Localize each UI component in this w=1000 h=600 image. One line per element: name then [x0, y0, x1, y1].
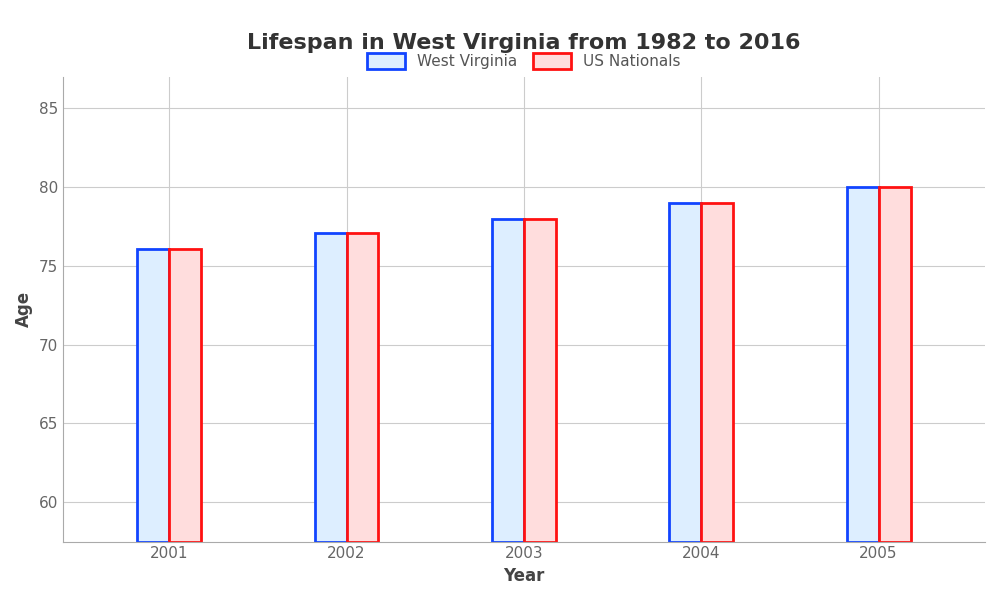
Bar — [879, 187, 911, 542]
Legend: West Virginia, US Nationals: West Virginia, US Nationals — [361, 47, 687, 76]
Bar — [169, 248, 201, 542]
Bar — [524, 218, 556, 542]
Bar — [847, 187, 879, 542]
X-axis label: Year: Year — [503, 567, 545, 585]
Bar — [347, 233, 378, 542]
Bar — [669, 203, 701, 542]
Title: Lifespan in West Virginia from 1982 to 2016: Lifespan in West Virginia from 1982 to 2… — [247, 33, 801, 53]
Bar — [701, 203, 733, 542]
Bar — [492, 218, 524, 542]
Bar — [137, 248, 169, 542]
Bar — [315, 233, 347, 542]
Y-axis label: Age: Age — [15, 291, 33, 327]
